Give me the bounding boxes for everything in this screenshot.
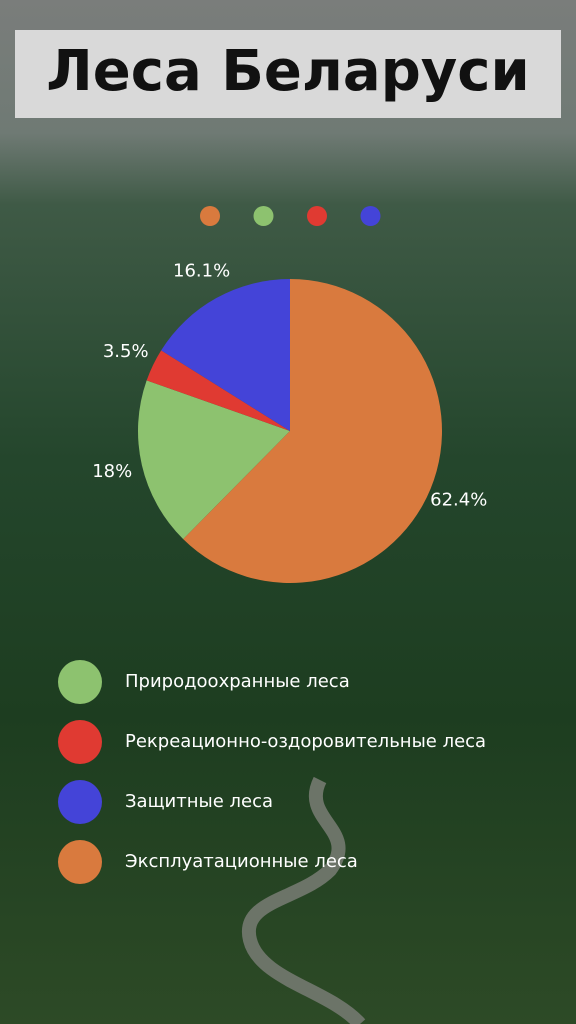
pie-slice (146, 350, 290, 431)
legend-dot (253, 206, 274, 226)
legend-swatch (58, 780, 102, 824)
legend-swatch (58, 720, 102, 764)
data-label: 3.5% (103, 341, 149, 362)
legend-label: Рекреационно-оздоровительные леса (125, 731, 486, 752)
legend-dot (360, 206, 381, 226)
data-label: 62.4% (430, 489, 487, 510)
legend-label: Эксплуатационные леса (125, 851, 358, 872)
river (241, 776, 366, 1024)
chart-title: Леса Беларуси (46, 39, 529, 104)
data-label: 16.1% (173, 260, 230, 281)
legend-dot (200, 206, 220, 226)
legend-dot (307, 206, 327, 226)
pie-slice (183, 279, 442, 583)
data-label: 18% (92, 461, 132, 482)
title-box (15, 30, 561, 118)
legend-swatch (58, 660, 102, 704)
pie-slice (137, 380, 290, 540)
pie-slice (161, 279, 290, 431)
legend-label: Защитные леса (125, 791, 273, 812)
legend-swatch (58, 840, 102, 884)
legend-label: Природоохранные леса (125, 671, 350, 692)
